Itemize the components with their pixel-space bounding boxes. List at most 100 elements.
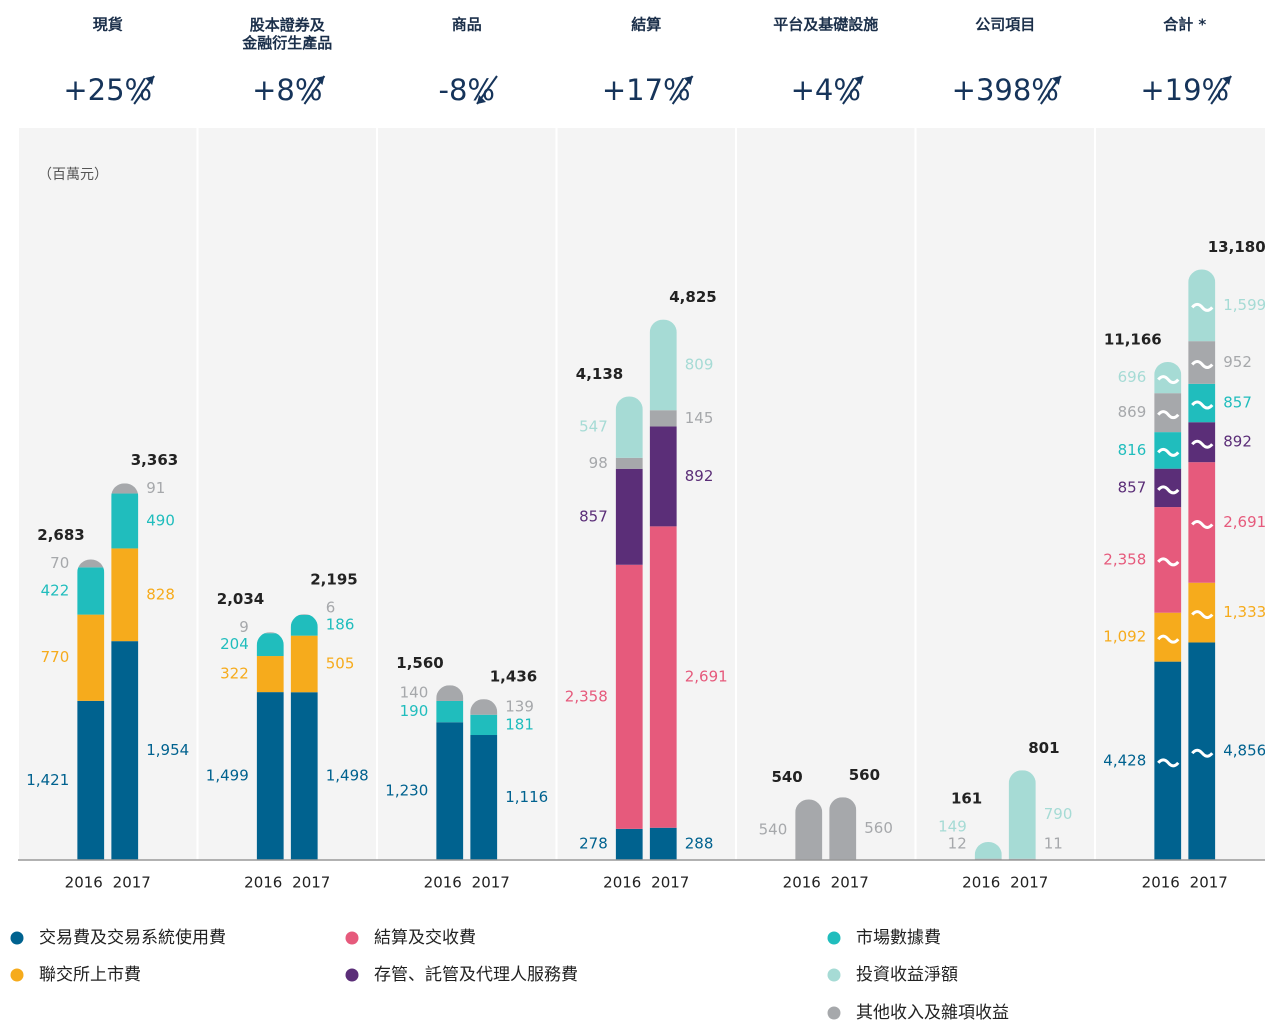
- axis-break: [1157, 758, 1180, 768]
- axis-break: [1157, 634, 1180, 644]
- axis-break: [1191, 610, 1214, 620]
- value-label: 770: [41, 648, 70, 666]
- total-label: 4,825: [669, 288, 716, 306]
- axis-break: [1157, 375, 1180, 385]
- bar-segment: [649, 526, 677, 828]
- value-label: 204: [220, 635, 249, 653]
- value-label: 278: [579, 835, 608, 853]
- value-label: 11: [1044, 835, 1063, 853]
- value-label: 70: [50, 554, 69, 572]
- bar: [111, 483, 139, 860]
- value-label: 1,333: [1223, 603, 1265, 621]
- value-label: 181: [505, 715, 534, 733]
- total-label: 540: [771, 768, 802, 786]
- panel-title: 結算: [631, 16, 661, 34]
- value-label: 560: [864, 819, 893, 837]
- value-label: 2,691: [1223, 513, 1265, 531]
- total-label: 801: [1028, 739, 1059, 757]
- panel-bg: [19, 128, 197, 860]
- bar: [256, 632, 284, 860]
- bar-segment: [290, 635, 318, 693]
- bar-segment: [436, 700, 464, 723]
- x-tick-label: 2017: [1190, 874, 1228, 892]
- value-label: 190: [400, 702, 429, 720]
- x-tick-label: 2017: [292, 874, 330, 892]
- panel-title: 平台及基礎設施: [773, 16, 878, 34]
- legend-swatch: [827, 1006, 841, 1020]
- panel-bg: [198, 128, 376, 860]
- value-label: 869: [1118, 403, 1147, 421]
- bar-segment: [111, 483, 139, 494]
- bar-segment: [615, 457, 643, 469]
- value-label: 1,599: [1223, 296, 1265, 314]
- change-arrowhead: [853, 76, 863, 85]
- bar-segment: [290, 692, 318, 860]
- panel-bg: [557, 128, 735, 860]
- bar: [829, 797, 857, 860]
- bar-segment: [829, 797, 857, 860]
- panel-change: -8%: [439, 73, 495, 107]
- bar: [77, 559, 105, 860]
- bar-segment: [77, 700, 105, 860]
- value-label: 857: [1118, 478, 1147, 496]
- bar-segment: [77, 567, 105, 615]
- change-arrowhead: [1222, 76, 1232, 85]
- bar: [290, 614, 318, 860]
- legend-swatch: [345, 968, 359, 982]
- bar-segment: [436, 722, 464, 860]
- bar-segment: [77, 559, 105, 568]
- value-label: 288: [685, 834, 714, 852]
- total-label: 2,195: [310, 571, 357, 589]
- value-label: 98: [589, 454, 608, 472]
- bar-segment: [77, 614, 105, 701]
- bar-segment: [615, 396, 643, 458]
- legend-label: 其他收入及雜項收益: [856, 1003, 1009, 1023]
- value-label: 1,092: [1103, 628, 1146, 646]
- bar: [470, 699, 498, 860]
- value-label: 828: [146, 585, 175, 603]
- bar: [795, 799, 823, 860]
- x-tick-label: 2016: [783, 874, 821, 892]
- total-label: 2,683: [37, 526, 84, 544]
- value-label: 422: [41, 581, 70, 599]
- value-label: 2,691: [685, 668, 728, 686]
- bar-segment: [974, 841, 1002, 859]
- value-label: 145: [685, 409, 714, 427]
- value-label: 4,428: [1103, 751, 1146, 769]
- change-arrowhead: [315, 76, 325, 85]
- bar-segment: [615, 468, 643, 565]
- value-label: 139: [505, 697, 534, 715]
- value-label: 322: [220, 665, 249, 683]
- bar-segment: [615, 828, 643, 860]
- total-label: 1,560: [396, 654, 443, 672]
- bar-segment: [649, 426, 677, 527]
- panel-change: +398%: [952, 73, 1059, 107]
- panel-title: 公司項目: [975, 16, 1035, 34]
- value-label: 809: [685, 355, 714, 373]
- value-label: 816: [1118, 441, 1147, 459]
- axis-break: [1191, 400, 1214, 410]
- bar-segment: [290, 614, 318, 636]
- axis-break: [1191, 748, 1214, 758]
- value-label: 547: [579, 418, 608, 436]
- panel-bg: [378, 128, 556, 860]
- value-label: 149: [938, 818, 967, 836]
- bar-segment: [111, 493, 139, 549]
- value-label: 6: [326, 599, 336, 617]
- bar-segment: [470, 714, 498, 736]
- axis-break: [1157, 447, 1180, 457]
- total-label: 3,363: [131, 451, 178, 469]
- legend-swatch: [827, 968, 841, 982]
- value-label: 1,421: [26, 771, 69, 789]
- x-tick-label: 2016: [65, 874, 103, 892]
- value-label: 490: [146, 511, 175, 529]
- bar-segment: [649, 319, 677, 411]
- value-label: 790: [1044, 805, 1073, 823]
- bar-segment: [256, 633, 284, 657]
- bar-segment: [436, 685, 464, 701]
- panel-title: 商品: [452, 16, 482, 34]
- panel-change: +19%: [1140, 73, 1229, 107]
- legend-label: 結算及交收費: [374, 928, 476, 948]
- bar-segment: [795, 799, 823, 860]
